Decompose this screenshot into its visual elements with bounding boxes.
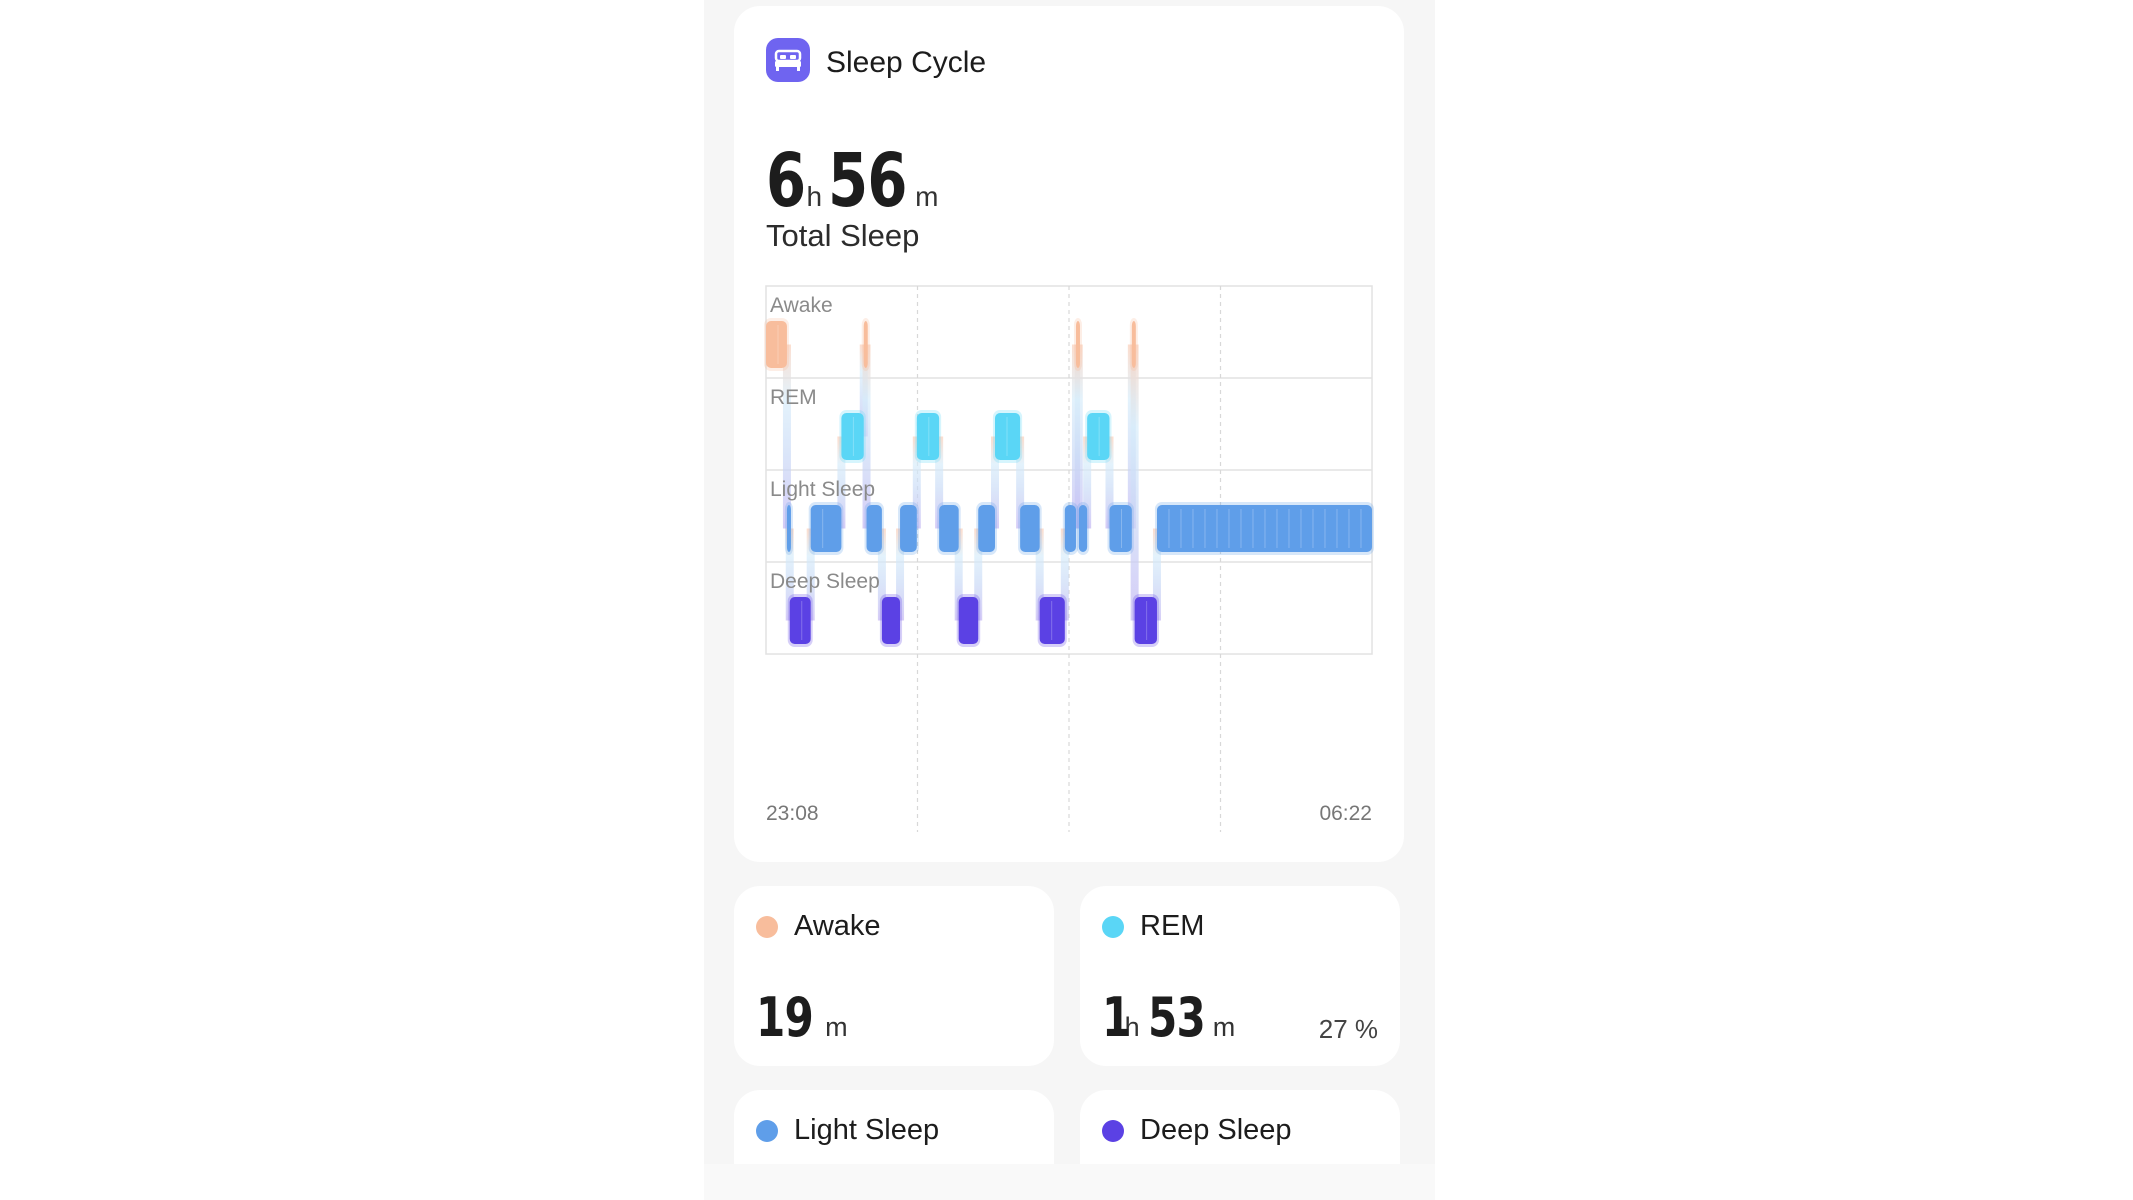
stage-transition bbox=[990, 436, 999, 529]
awake-value: 19 m bbox=[756, 986, 848, 1049]
hours-unit: h bbox=[806, 181, 823, 212]
awake-unit: m bbox=[825, 1012, 848, 1042]
lane-label-deep-sleep: Deep Sleep bbox=[770, 570, 880, 593]
stage-bar-light-sleep bbox=[810, 505, 842, 552]
stage-transition bbox=[1074, 344, 1083, 529]
navigation-bar bbox=[704, 1164, 1435, 1200]
rem-label: REM bbox=[1140, 910, 1205, 942]
stage-bar-rem bbox=[994, 413, 1021, 460]
stage-transition bbox=[806, 528, 815, 621]
x-end-label: 06:22 bbox=[1319, 802, 1372, 825]
stage-transition bbox=[1060, 528, 1069, 621]
stage-bar-deep-sleep bbox=[1134, 597, 1157, 644]
stage-transition bbox=[1105, 436, 1114, 529]
stage-transition bbox=[1035, 528, 1044, 621]
stage-bar-awake bbox=[863, 321, 868, 368]
stage-transition bbox=[974, 528, 983, 621]
stage-bar-light-sleep bbox=[939, 505, 959, 552]
rem-stat-card[interactable]: REM 1 h 53 m 27 % bbox=[1080, 886, 1400, 1066]
rem-percent: 27 % bbox=[1318, 1014, 1378, 1044]
stage-bar-deep-sleep bbox=[789, 597, 811, 644]
stage-bar-light-sleep bbox=[786, 505, 791, 552]
lane-label-rem: REM bbox=[770, 386, 817, 409]
stage-bar-light-sleep bbox=[866, 505, 882, 552]
sleep-cycle-card[interactable]: Sleep Cycle 6 h 56 m Total Sleep Awake RE… bbox=[734, 6, 1404, 862]
phone-screen: Sleep Cycle 6 h 56 m Total Sleep Awake RE… bbox=[704, 0, 1435, 1200]
deep-sleep-label: Deep Sleep bbox=[1140, 1114, 1292, 1146]
stage-bar-light-sleep bbox=[1020, 505, 1040, 552]
stage-transition bbox=[912, 436, 921, 529]
awake-minutes: 19 bbox=[756, 986, 814, 1049]
stage-bar-awake bbox=[1131, 321, 1136, 368]
total-minutes: 56 bbox=[828, 138, 908, 224]
stage-bar-deep-sleep bbox=[958, 597, 979, 644]
stage-bar-rem bbox=[1087, 413, 1110, 460]
stage-bar-light-sleep bbox=[1064, 505, 1076, 552]
stage-bar-awake bbox=[766, 321, 787, 368]
stage-bar-light-sleep bbox=[978, 505, 995, 552]
stage-bar-deep-sleep bbox=[881, 597, 901, 644]
rem-hours-unit: h bbox=[1124, 1012, 1140, 1042]
bed-icon bbox=[766, 38, 810, 82]
rem-minutes: 53 bbox=[1147, 986, 1206, 1049]
stage-transition bbox=[935, 436, 944, 529]
stage-bar-awake bbox=[1075, 321, 1080, 368]
awake-label: Awake bbox=[794, 910, 881, 942]
stage-bar-light-sleep bbox=[1078, 505, 1088, 552]
lane-label-awake: Awake bbox=[770, 294, 833, 317]
stage-transition bbox=[877, 528, 886, 621]
awake-stat-card[interactable]: Awake 19 m bbox=[734, 886, 1054, 1066]
stage-transition bbox=[1083, 436, 1092, 529]
card-title: Sleep Cycle bbox=[826, 46, 987, 79]
sleep-stage-chart: Awake REM Light Sleep Deep Sleep 23:08 06:22 bbox=[764, 285, 1374, 832]
stage-bar-deep-sleep bbox=[1039, 597, 1065, 644]
stage-bar-light-sleep bbox=[1109, 505, 1132, 552]
stage-bar-light-sleep bbox=[900, 505, 917, 552]
light-sleep-label: Light Sleep bbox=[794, 1114, 940, 1146]
total-sleep-label: Total Sleep bbox=[766, 218, 920, 253]
stage-transition bbox=[1016, 436, 1025, 529]
rem-dot bbox=[1102, 916, 1124, 938]
stage-bar-rem bbox=[916, 413, 940, 460]
total-hours: 6 bbox=[766, 138, 806, 224]
stage-transition bbox=[896, 528, 905, 621]
stage-transition bbox=[1130, 344, 1139, 621]
stage-bar-light-sleep bbox=[1156, 505, 1372, 552]
light-sleep-dot bbox=[756, 1120, 778, 1142]
minutes-unit: m bbox=[915, 181, 939, 212]
total-sleep-value: 6 h 56 m bbox=[766, 138, 939, 224]
stage-transition bbox=[954, 528, 963, 621]
stage-transition bbox=[862, 344, 871, 529]
stage-transition bbox=[1152, 528, 1161, 621]
stage-transition bbox=[837, 436, 846, 529]
rem-minutes-unit: m bbox=[1212, 1012, 1236, 1042]
stage-bar-rem bbox=[841, 413, 864, 460]
lane-label-light-sleep: Light Sleep bbox=[770, 478, 875, 501]
rem-value: 1 h 53 m bbox=[1102, 986, 1236, 1049]
x-start-label: 23:08 bbox=[766, 802, 819, 825]
rem-hours: 1 bbox=[1102, 986, 1131, 1049]
deep-sleep-dot bbox=[1102, 1120, 1124, 1142]
stage-transition bbox=[785, 528, 794, 621]
stage-transition bbox=[782, 344, 791, 529]
awake-dot bbox=[756, 916, 778, 938]
